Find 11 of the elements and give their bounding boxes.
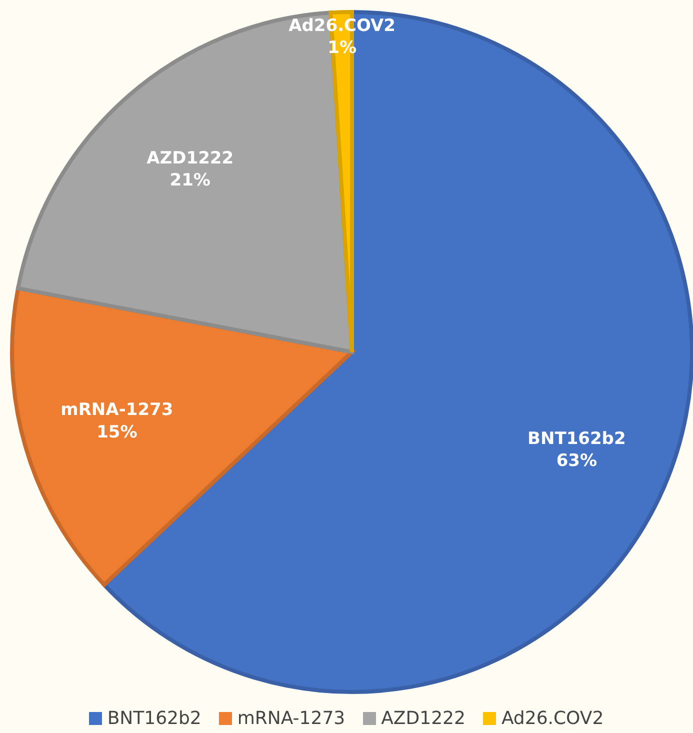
slice-label: BNT162b2 — [528, 429, 626, 450]
legend-label: AZD1222 — [381, 708, 466, 729]
slice-label: BNT162b2 — [107, 708, 202, 729]
data-label: 63% — [556, 451, 598, 472]
slice-label: AZD1222 — [146, 148, 234, 168]
data-label: 15% — [96, 422, 138, 442]
legend-label: mRNA-1273 — [237, 708, 346, 729]
legend-label: Ad26.COV2 — [501, 708, 604, 729]
slice-label: mRNA-1273 — [60, 400, 174, 420]
data-label: 21% — [170, 170, 210, 190]
slice-label: Ad26.COV2 — [288, 16, 396, 36]
